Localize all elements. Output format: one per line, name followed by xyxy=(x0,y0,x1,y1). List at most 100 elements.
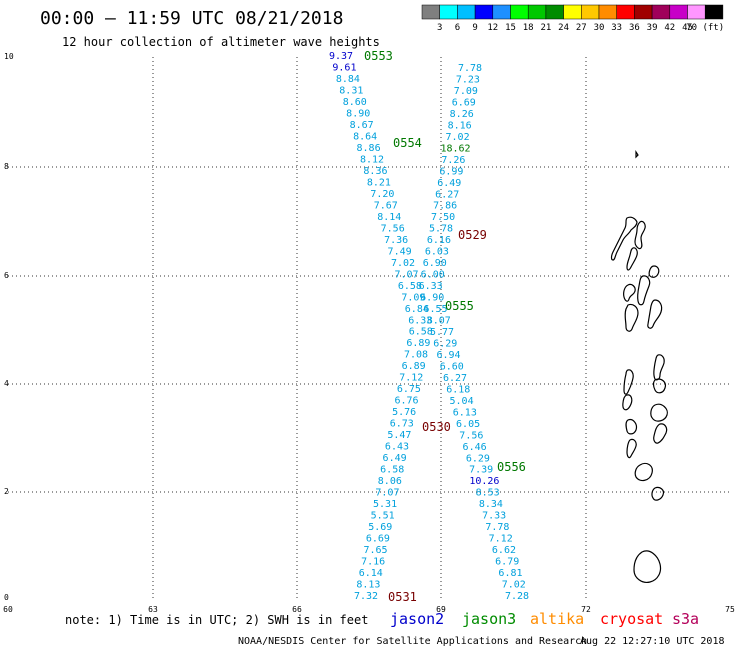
wave-height-label: 7.02 xyxy=(502,580,526,591)
y-tick-label: 2 xyxy=(4,487,9,496)
x-tick-label: 69 xyxy=(436,605,446,614)
wave-height-label: 6.05 xyxy=(456,419,480,430)
island-shape xyxy=(626,247,638,271)
legend-label: 6 xyxy=(455,23,460,33)
wave-height-label: 6.58 xyxy=(398,281,422,292)
wave-height-label: 7.07 xyxy=(394,269,418,280)
wave-height-label: 7.39 xyxy=(469,465,493,476)
satellite-legend: jason2 jason3 altika cryosat s3a xyxy=(390,610,699,628)
wave-height-label: 5.78 xyxy=(429,224,453,235)
wave-height-label: 8.13 xyxy=(356,580,380,591)
legend-label: 24 xyxy=(558,23,569,33)
wave-height-label: 6.46 xyxy=(463,442,487,453)
wave-height-label: 7.12 xyxy=(489,534,513,545)
island-shape xyxy=(626,438,637,459)
island-coastlines xyxy=(610,150,668,583)
wave-height-label: 6.49 xyxy=(437,178,461,189)
wave-height-label: 9.61 xyxy=(332,62,356,73)
legend-swatch xyxy=(492,4,511,20)
legend-label: 15 xyxy=(505,23,516,33)
legend-swatch xyxy=(563,4,582,20)
island-shape xyxy=(634,220,646,250)
y-tick-label: 8 xyxy=(4,162,9,171)
wave-height-label: 8.12 xyxy=(360,154,384,165)
wave-height-label: 6.76 xyxy=(394,396,418,407)
wave-height-label: 6.58 xyxy=(380,465,404,476)
pass-time-label: 0531 xyxy=(388,590,417,604)
wave-height-label: 5.04 xyxy=(450,396,474,407)
satellite-label-jason3: jason3 xyxy=(462,610,516,628)
island-shape xyxy=(636,275,651,306)
legend-label: 21 xyxy=(540,23,551,33)
pass-time-label: 0554 xyxy=(393,136,422,150)
pass-time-label: 0556 xyxy=(497,460,526,474)
wave-height-label: 8.64 xyxy=(353,131,377,142)
wave-height-label: 6.18 xyxy=(446,384,470,395)
wave-height-label: 6.27 xyxy=(435,189,459,200)
wave-height-label: 6.33 xyxy=(419,281,443,292)
legend-swatch xyxy=(439,4,458,20)
legend-swatch xyxy=(651,4,671,20)
wave-height-label: 7.26 xyxy=(441,155,465,166)
island-shape xyxy=(651,486,665,501)
wave-height-label: 6.58 xyxy=(409,327,433,338)
wave-height-label: 6.69 xyxy=(452,97,476,108)
wave-height-label: 6.29 xyxy=(466,453,490,464)
wave-height-label: 6.89 xyxy=(402,361,426,372)
wave-height-label: 7.56 xyxy=(459,430,483,441)
wave-height-label: 6.75 xyxy=(397,384,421,395)
wave-height-label: 5.69 xyxy=(368,522,392,533)
page-title: 00:00 – 11:59 UTC 08/21/2018 xyxy=(40,8,343,29)
footer-note: note: 1) Time is in UTC; 2) SWH is in fe… xyxy=(65,613,368,627)
wave-height-label: 6.81 xyxy=(498,568,522,579)
legend-swatch xyxy=(704,4,724,20)
satellite-label-cryosat: cryosat xyxy=(600,610,663,628)
wave-height-label: 7.16 xyxy=(361,557,385,568)
wave-height-label: 7.49 xyxy=(388,246,412,257)
wave-height-label: 6.29 xyxy=(433,338,457,349)
legend-label: 12 xyxy=(487,23,498,33)
wave-height-label: 7.65 xyxy=(363,545,387,556)
legend-swatch xyxy=(474,4,494,20)
legend-label: 30 xyxy=(594,23,605,33)
wave-height-label: 6.49 xyxy=(383,453,407,464)
wave-height-label: 6.60 xyxy=(440,361,464,372)
footer-credit: NOAA/NESDIS Center for Satellite Applica… xyxy=(238,636,587,647)
wave-height-label: 7.78 xyxy=(485,522,509,533)
wave-height-label: 7.28 xyxy=(505,591,529,602)
island-shape xyxy=(610,216,638,261)
wave-height-label: 18.62 xyxy=(440,143,470,154)
legend-label: 39 xyxy=(647,23,658,33)
wave-height-label: 7.33 xyxy=(482,511,506,522)
wave-height-label: 6.14 xyxy=(359,568,383,579)
wave-height-label: 8.53 xyxy=(476,488,500,499)
footer-timestamp: Aug 22 12:27:10 UTC 2018 xyxy=(580,636,725,647)
wave-height-label: 10.26 xyxy=(469,476,499,487)
wave-track-right: 7.787.237.096.698.268.167.0218.627.266.9… xyxy=(419,63,529,602)
wave-height-label: 7.20 xyxy=(370,189,394,200)
wave-height-label: 6.55 xyxy=(423,304,447,315)
pass-time-label: 0555 xyxy=(445,299,474,313)
wave-height-label: 6.43 xyxy=(385,442,409,453)
wave-height-label: 6.27 xyxy=(443,373,467,384)
legend-swatch xyxy=(421,4,440,20)
x-tick-label: 63 xyxy=(148,605,158,614)
legend-swatch xyxy=(687,4,706,20)
island-shape xyxy=(635,150,639,159)
wave-height-label: 6.33 xyxy=(408,315,432,326)
legend-swatch xyxy=(510,4,529,20)
legend-label: 18 xyxy=(523,23,534,33)
legend-swatch xyxy=(598,4,617,20)
wave-height-label: 8.14 xyxy=(377,212,401,223)
wave-height-label: 6.84 xyxy=(405,304,429,315)
wave-height-label: 8.90 xyxy=(346,108,370,119)
wave-height-label: 8.26 xyxy=(450,109,474,120)
wave-height-label: 8.31 xyxy=(339,85,363,96)
wave-height-label: 7.02 xyxy=(391,258,415,269)
island-shape xyxy=(647,299,663,329)
legend-label: 42 xyxy=(664,23,675,33)
wave-height-label: 7.50 xyxy=(431,212,455,223)
y-tick-label: 10 xyxy=(4,52,14,61)
